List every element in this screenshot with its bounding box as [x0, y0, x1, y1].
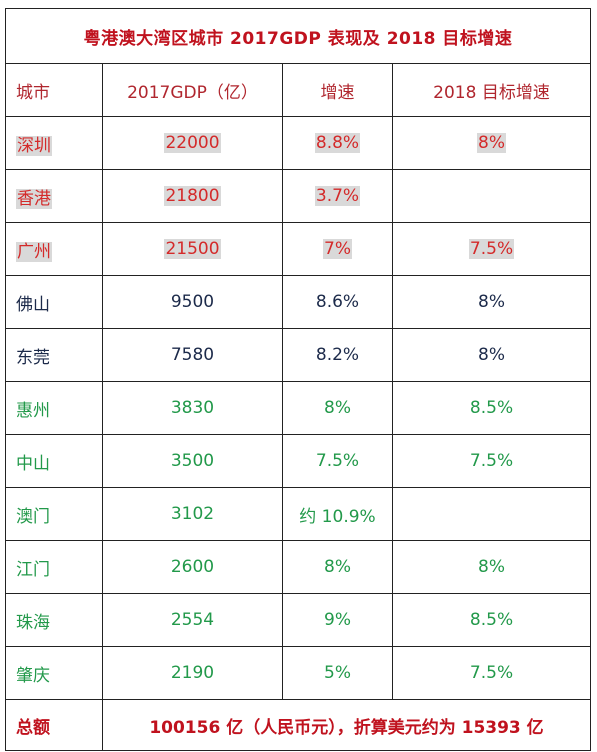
growth-cell: 约 10.9% — [299, 506, 376, 527]
target-cell: 8.5% — [469, 610, 514, 630]
city-cell: 中山 — [16, 453, 50, 474]
city-cell: 珠海 — [16, 612, 50, 633]
header-gdp: 2017GDP（亿） — [102, 63, 283, 117]
city-cell: 惠州 — [16, 400, 50, 421]
city-cell: 深圳 — [16, 135, 52, 156]
table-row: 佛山 9500 8.6% 8% — [5, 275, 592, 329]
growth-cell: 3.7% — [314, 186, 361, 206]
city-cell: 江门 — [16, 559, 50, 580]
city-cell: 澳门 — [16, 506, 50, 527]
target-cell: 8.5% — [469, 398, 514, 418]
gdp-cell: 21800 — [164, 186, 221, 206]
target-cell: 8% — [478, 345, 505, 365]
title-row: 粤港澳大湾区城市 2017GDP 表现及 2018 目标增速 — [4, 8, 592, 64]
header-city: 城市 — [5, 63, 103, 117]
table-row: 江门 2600 8% 8% — [5, 540, 592, 594]
growth-cell: 8.8% — [314, 133, 361, 153]
target-cell: 7.5% — [468, 239, 515, 259]
table-row: 中山 3500 7.5% 7.5% — [5, 434, 592, 488]
gdp-cell: 9500 — [170, 292, 215, 312]
growth-cell: 8.6% — [315, 292, 360, 312]
city-cell: 东莞 — [16, 347, 50, 368]
table-row: 广州 21500 7% 7.5% — [5, 222, 592, 276]
table-row: 惠州 3830 8% 8.5% — [5, 381, 592, 435]
table-row: 珠海 2554 9% 8.5% — [5, 593, 592, 647]
gdp-cell: 3102 — [170, 504, 215, 524]
gdp-cell: 2190 — [170, 663, 215, 683]
target-cell: 8% — [478, 557, 505, 577]
city-cell: 香港 — [16, 188, 52, 209]
target-cell: 8% — [478, 292, 505, 312]
table-row: 深圳 22000 8.8% 8% — [5, 116, 592, 170]
table-row: 肇庆 2190 5% 7.5% — [5, 646, 592, 700]
target-cell: 7.5% — [469, 451, 514, 471]
header-target: 2018 目标增速 — [391, 63, 592, 117]
gdp-table: 粤港澳大湾区城市 2017GDP 表现及 2018 目标增速 城市 2017GD… — [4, 8, 592, 751]
city-cell: 佛山 — [16, 294, 50, 315]
gdp-cell: 2554 — [170, 610, 215, 630]
table-row: 澳门 3102 约 10.9% — [5, 487, 592, 541]
growth-cell: 8% — [324, 398, 351, 418]
total-label: 总额 — [5, 699, 103, 751]
header-growth: 增速 — [282, 63, 393, 117]
growth-cell: 8.2% — [315, 345, 360, 365]
target-cell: 7.5% — [469, 663, 514, 683]
gdp-cell: 22000 — [164, 133, 221, 153]
gdp-cell: 3830 — [170, 398, 215, 418]
gdp-cell: 3500 — [170, 451, 215, 471]
growth-cell: 7.5% — [315, 451, 360, 471]
total-value: 100156 亿（人民币元），折算美元约为 15393 亿 — [101, 699, 592, 751]
growth-cell: 5% — [324, 663, 351, 683]
total-row: 总额 100156 亿（人民币元），折算美元约为 15393 亿 — [5, 699, 592, 751]
growth-cell: 8% — [324, 557, 351, 577]
table-row: 香港 21800 3.7% — [5, 169, 592, 223]
table-title: 粤港澳大湾区城市 2017GDP 表现及 2018 目标增速 — [4, 8, 592, 64]
header-row: 城市 2017GDP（亿） 增速 2018 目标增速 — [5, 63, 592, 117]
table-row: 东莞 7580 8.2% 8% — [5, 328, 592, 382]
gdp-cell: 2600 — [170, 557, 215, 577]
city-cell: 广州 — [16, 241, 52, 262]
growth-cell: 9% — [324, 610, 351, 630]
growth-cell: 7% — [323, 239, 352, 259]
gdp-cell: 7580 — [170, 345, 215, 365]
city-cell: 肇庆 — [16, 665, 50, 686]
gdp-cell: 21500 — [164, 239, 221, 259]
target-cell: 8% — [477, 133, 506, 153]
